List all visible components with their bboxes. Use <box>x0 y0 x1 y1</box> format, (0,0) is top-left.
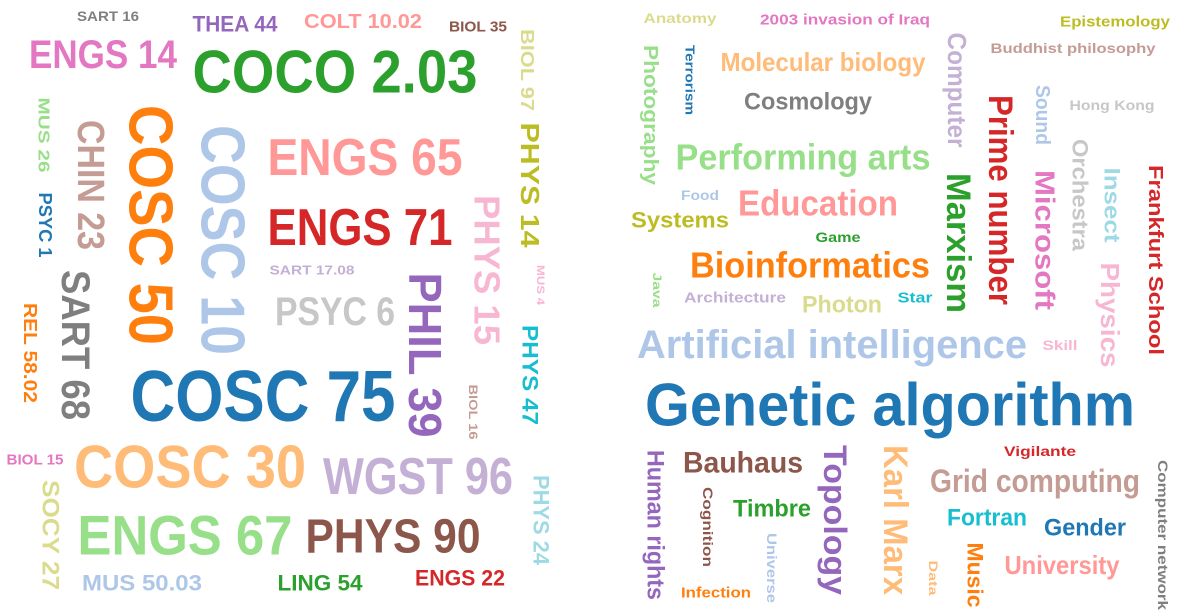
word: Molecular biology <box>721 47 926 77</box>
word: COSC 30 <box>74 434 306 501</box>
word: 2003 invasion of Iraq <box>760 12 930 29</box>
word: Timbre <box>733 496 811 523</box>
word: Education <box>738 183 898 224</box>
word: COSC 50 <box>116 105 185 345</box>
word: WGST 96 <box>323 448 513 506</box>
word: PSYC 6 <box>275 290 395 334</box>
word: BIOL 16 <box>466 385 480 440</box>
word: Computer network <box>1155 460 1171 610</box>
word: LING 54 <box>278 571 364 596</box>
word: Photon <box>802 292 882 319</box>
word: SART 16 <box>77 8 139 24</box>
word: Vigilante <box>1004 443 1076 459</box>
word: Music <box>963 543 988 608</box>
word: CHIN 23 <box>69 120 111 250</box>
word: SOCY 27 <box>37 480 64 590</box>
word: PHYS 90 <box>306 511 481 564</box>
word: ENGS 65 <box>268 129 463 187</box>
word: Terrorism <box>683 45 698 115</box>
left-cloud: SART 16 THEA 44 COLT 10.02 BIOL 35 ENGS 14 CO… <box>7 8 554 596</box>
word: Photography <box>639 45 661 186</box>
word: MUS 26 <box>35 98 52 173</box>
word: Anatomy <box>644 10 717 26</box>
word: Topology <box>817 445 853 595</box>
word: Microsoft <box>1030 170 1061 310</box>
word: Hong Kong <box>1070 97 1155 113</box>
word: PHYS 15 <box>467 195 508 345</box>
word: BIOL 15 <box>7 452 64 469</box>
word: Gender <box>1044 515 1126 542</box>
word: PHYS 14 <box>515 123 545 249</box>
word: ENGS 22 <box>415 566 505 591</box>
word: Epistemology <box>1060 14 1171 31</box>
word: Frankfurt School <box>1144 165 1166 355</box>
word: COSC 10 <box>188 125 257 355</box>
word: BIOL 97 <box>517 29 537 111</box>
word: Game <box>816 229 861 245</box>
word: Java <box>650 273 664 308</box>
word: Genetic algorithm <box>645 372 1135 439</box>
right-cloud: Anatomy 2003 invasion of Iraq Epistemology… <box>631 10 1171 610</box>
word: Skill <box>1043 337 1078 353</box>
word: Insect <box>1100 168 1125 244</box>
word: Universe <box>764 533 780 603</box>
word: Buddhist philosophy <box>991 40 1156 56</box>
word: COCO 2.03 <box>193 39 478 106</box>
word: Physics <box>1095 263 1125 368</box>
word: Cosmology <box>744 89 873 116</box>
word: University <box>1005 550 1120 580</box>
word: THEA 44 <box>193 12 279 37</box>
word: Data <box>926 561 940 596</box>
word: Computer <box>942 33 972 148</box>
word: Cognition <box>700 487 716 567</box>
word: Karl Marx <box>876 445 914 595</box>
word: PHIL 39 <box>399 273 451 438</box>
word: MUS 4 <box>534 265 546 306</box>
word: PHYS 47 <box>518 325 543 425</box>
word: ENGS 71 <box>268 199 453 257</box>
word: MUS 50.03 <box>82 571 202 596</box>
word: Human rights <box>642 450 669 600</box>
word: SART 68 <box>53 270 97 420</box>
word: Performing arts <box>676 137 931 178</box>
word: PHYS 24 <box>529 475 554 566</box>
word: Architecture <box>684 290 786 307</box>
word: Systems <box>631 208 729 233</box>
word: SART 17.08 <box>270 263 355 278</box>
word: COLT 10.02 <box>304 11 422 33</box>
word: Prime number <box>981 95 1019 305</box>
word: Fortran <box>947 505 1027 532</box>
word: Grid computing <box>930 463 1140 499</box>
word: Bioinformatics <box>690 245 930 286</box>
word: REL 58.02 <box>20 303 40 403</box>
word: Artificial intelligence <box>637 323 1027 367</box>
word: PSYC 1 <box>35 193 55 258</box>
word: COSC 75 <box>131 357 396 437</box>
word: Orchestra <box>1068 139 1093 252</box>
word: ENGS 67 <box>78 504 293 567</box>
word: Star <box>898 290 933 307</box>
word: Bauhaus <box>683 447 803 480</box>
word: Marxism <box>939 173 977 313</box>
word: Food <box>681 187 719 203</box>
word: Sound <box>1031 85 1053 145</box>
word: BIOL 35 <box>449 19 507 36</box>
word: ENGS 14 <box>29 33 178 77</box>
word: Infection <box>681 585 751 602</box>
